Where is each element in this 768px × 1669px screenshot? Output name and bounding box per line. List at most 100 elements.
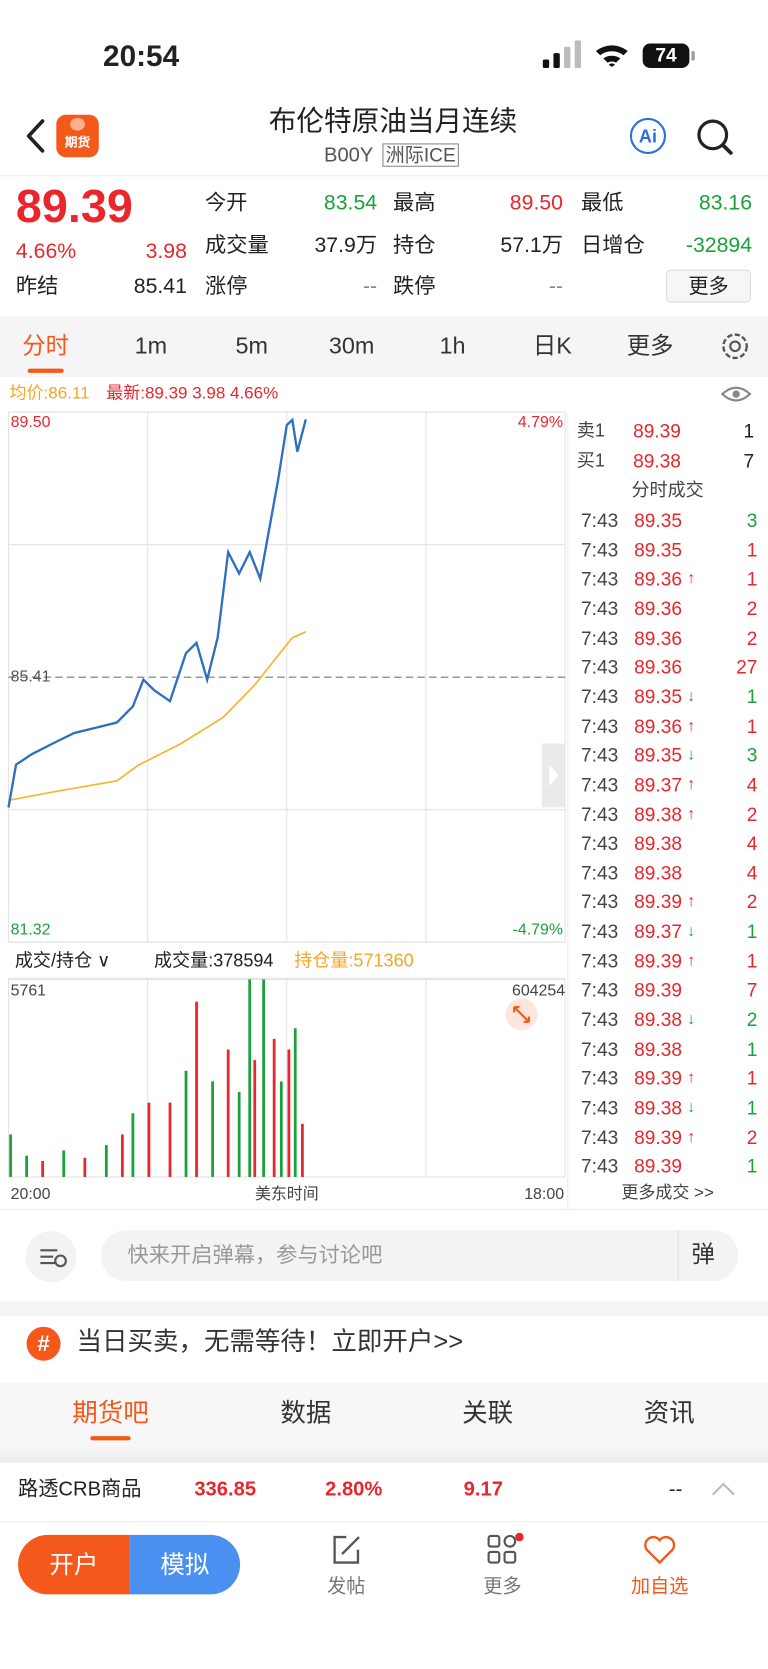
trade-qty: 1	[746, 921, 758, 943]
comment-input[interactable]: 快来开启弹幕，参与讨论吧 弹	[100, 1230, 739, 1282]
trade-arrow: ↓	[687, 745, 696, 764]
volume-bar	[9, 1134, 12, 1177]
trade-qty: 4	[746, 832, 758, 855]
field-value: 37.9万	[314, 233, 378, 258]
divider	[0, 175, 768, 177]
sub-tab[interactable]: 期货吧	[72, 1398, 149, 1428]
field-label: 成交量	[205, 233, 269, 258]
trade-arrow: ↑	[687, 951, 696, 970]
volume-bar	[131, 1113, 135, 1177]
nav-item[interactable]: 发帖	[327, 1575, 366, 1597]
separator	[0, 1444, 768, 1463]
book-qty: 1	[743, 420, 755, 442]
trade-arrow: ↑	[687, 804, 696, 823]
input-divider	[677, 1230, 679, 1282]
volume-bar	[279, 1081, 283, 1177]
volume-bar	[262, 979, 265, 1177]
promo-icon: #	[26, 1326, 61, 1361]
trade-time: 7:43	[581, 656, 619, 678]
ai-button[interactable]: Ai	[629, 117, 667, 155]
trade-qty: 4	[746, 774, 758, 796]
trade-qty: 2	[746, 891, 758, 913]
battery-level: 74	[655, 44, 677, 66]
divider	[0, 1208, 768, 1210]
trade-time: 7:43	[581, 597, 619, 620]
ticker-change: 9.17	[463, 1478, 503, 1501]
nav-item[interactable]: 加自选	[630, 1575, 689, 1597]
volume-bar	[147, 1102, 151, 1177]
sub-tab-underline	[90, 1436, 131, 1441]
volume-title[interactable]: 成交/持仓 ∨	[14, 950, 111, 971]
more-trades[interactable]: 更多成交 >>	[621, 1184, 714, 1203]
volume-bar	[83, 1157, 87, 1177]
trades-title: 分时成交	[631, 480, 704, 501]
x-tick-label: 20:00	[11, 1186, 51, 1203]
y2-tick-label: 4.79%	[518, 414, 563, 431]
sub-tab[interactable]: 资讯	[643, 1398, 695, 1428]
more-button[interactable]: 更多	[666, 269, 752, 303]
change: 3.98	[145, 240, 187, 264]
period-tabs	[0, 316, 768, 378]
danmu-settings[interactable]	[25, 1231, 77, 1283]
divider	[0, 1521, 768, 1523]
period-tab[interactable]: 1m	[134, 332, 168, 360]
trade-qty: 27	[736, 656, 758, 678]
panel-toggle[interactable]	[541, 743, 566, 808]
trade-price: 89.36	[634, 627, 683, 649]
search-button[interactable]	[693, 115, 735, 157]
exchange: 洲际ICE	[382, 143, 459, 167]
post-icon	[333, 1535, 360, 1564]
book-label: 买1	[576, 450, 605, 471]
trade-qty: 1	[746, 539, 758, 561]
volume-total: 成交量:378594	[154, 950, 274, 971]
field-value: --	[548, 275, 563, 299]
trade-price: 89.39	[634, 891, 683, 913]
trade-price: 89.37	[634, 774, 683, 796]
ticker-expand[interactable]	[710, 1480, 738, 1499]
trade-time: 7:43	[581, 568, 619, 590]
ticker-extra: --	[668, 1478, 683, 1501]
open-account-button[interactable]: 开户	[18, 1534, 130, 1595]
danmu-button[interactable]: 弹	[691, 1240, 715, 1268]
settings-button[interactable]	[719, 330, 751, 362]
simulate-button[interactable]: 模拟	[129, 1534, 241, 1595]
trade-price: 89.35	[634, 744, 683, 767]
nav-item[interactable]: 更多	[483, 1575, 522, 1597]
period-tab[interactable]: 分时	[22, 332, 70, 360]
expand-button[interactable]	[505, 998, 538, 1031]
period-tab[interactable]: 1h	[439, 332, 466, 360]
period-tab[interactable]: 5m	[235, 332, 268, 360]
trade-time: 7:43	[581, 979, 619, 1002]
volume-bar	[120, 1134, 124, 1177]
period-tab[interactable]: 日K	[532, 332, 572, 360]
comment-placeholder: 快来开启弹幕，参与讨论吧	[127, 1243, 383, 1268]
volume-bar	[104, 1145, 108, 1177]
eye-toggle[interactable]	[720, 383, 752, 404]
x-axis-label: 美东时间	[255, 1185, 319, 1203]
field-value: -32894	[685, 233, 753, 258]
trade-price: 89.39	[634, 1156, 683, 1178]
promo-icon-text: #	[37, 1332, 50, 1357]
period-tab[interactable]: 更多	[626, 332, 674, 360]
field-value: 83.54	[323, 191, 378, 215]
y-tick-label: 85.41	[11, 668, 51, 685]
volume-bar	[293, 1028, 297, 1177]
tab-underline	[27, 368, 64, 373]
field-value: 89.50	[509, 191, 563, 215]
trade-time: 7:43	[581, 686, 619, 708]
y2-tick-label: 604254	[512, 982, 565, 999]
trade-time: 7:43	[581, 627, 619, 649]
period-tab[interactable]: 30m	[328, 332, 375, 360]
trade-time: 7:43	[581, 509, 619, 532]
sub-tab[interactable]: 关联	[462, 1398, 514, 1428]
trade-arrow: ↓	[687, 687, 696, 706]
panel-divider	[567, 412, 569, 1209]
trade-price: 89.36	[634, 656, 683, 678]
status-icons	[542, 40, 695, 68]
trade-qty: 1	[746, 950, 758, 972]
promo-text[interactable]: 当日买卖，无需等待！立即开户>>	[76, 1327, 464, 1357]
trade-arrow: ↑	[687, 892, 696, 911]
sub-tab[interactable]: 数据	[280, 1398, 332, 1428]
book-price: 89.38	[633, 450, 681, 472]
back-button[interactable]	[21, 117, 53, 155]
